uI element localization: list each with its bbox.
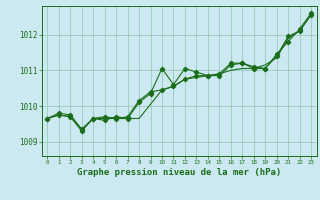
X-axis label: Graphe pression niveau de la mer (hPa): Graphe pression niveau de la mer (hPa) bbox=[77, 168, 281, 177]
